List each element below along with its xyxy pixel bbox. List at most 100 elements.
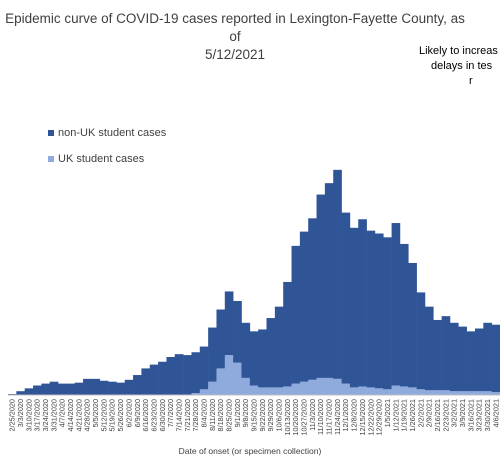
x-tick-labels: 2/25/2020 3/3/2020 3/10/2020 3/17/2020 3/24/…: [8, 399, 500, 436]
x-tick-label: 2/16/2021: [433, 399, 442, 431]
x-tick-label: 9/22/2020: [258, 399, 267, 431]
bar-non-uk: [133, 375, 142, 395]
x-tick-label: 1/12/2021: [391, 399, 400, 431]
bar-uk: [366, 387, 376, 395]
bar-uk: [491, 392, 500, 395]
x-tick-label: 12/15/2020: [358, 399, 367, 436]
bar-non-uk: [249, 331, 259, 386]
annotation-line-3: r: [469, 75, 473, 87]
x-tick-label: 9/8/2020: [241, 399, 250, 427]
annotation-line-2: delays in tes: [431, 60, 493, 72]
x-tick-label: 10/6/2020: [275, 399, 284, 431]
x-tick-label: 11/17/2020: [325, 399, 334, 435]
bar-uk: [408, 387, 417, 395]
bar-non-uk: [274, 306, 284, 388]
bar-non-uk: [158, 361, 167, 395]
x-tick-label: 2/2/2021: [416, 399, 425, 427]
x-tick-label: 1/26/2021: [408, 399, 417, 431]
bar-uk: [358, 386, 367, 395]
x-tick-label: 3/10/2020: [24, 399, 33, 431]
bar-uk: [266, 387, 276, 395]
bar-uk: [249, 385, 259, 395]
x-tick-label: 3/23/2021: [475, 399, 484, 431]
x-tick-label: 7/21/2020: [183, 399, 192, 431]
bar-non-uk: [324, 183, 334, 378]
bar-uk: [258, 387, 267, 395]
bar-non-uk: [258, 329, 267, 388]
chart-title-line-2: 5/12/2021: [204, 47, 266, 62]
x-tick-label: 10/13/2020: [283, 399, 292, 436]
bar-uk: [191, 393, 201, 395]
x-tick-label: 9/15/2020: [250, 399, 259, 431]
bar-non-uk: [441, 316, 451, 391]
x-tick-label: 6/16/2020: [141, 399, 150, 431]
legend-label-non-uk: non-UK student cases: [58, 127, 167, 139]
bar-non-uk: [483, 322, 492, 392]
bar-non-uk: [99, 380, 109, 395]
bar-non-uk: [374, 233, 384, 389]
bar-non-uk: [149, 364, 159, 395]
bar-non-uk: [316, 194, 326, 378]
x-tick-label: 3/31/2020: [49, 399, 58, 431]
bar-non-uk: [74, 382, 84, 395]
bar-uk: [308, 379, 317, 395]
annotation-note: Likely to increas delays in tes r: [419, 44, 500, 89]
x-tick-label: 8/4/2020: [199, 399, 208, 427]
bar-non-uk: [58, 383, 67, 395]
bar-non-uk: [358, 219, 367, 387]
bar-uk: [208, 381, 217, 395]
x-tick-label: 2/25/2020: [8, 399, 17, 431]
bar-non-uk: [116, 382, 126, 395]
x-tick-label: 5/26/2020: [116, 399, 125, 431]
x-tick-label: 11/24/2020: [333, 399, 342, 435]
x-tick-label: 1/5/2021: [383, 399, 392, 427]
x-tick-label: 6/30/2020: [158, 399, 167, 431]
x-tick-label: 4/14/2020: [66, 399, 75, 431]
x-tick-label: 5/5/2020: [91, 399, 100, 427]
legend-item-uk: UK student cases: [48, 152, 166, 166]
x-tick-label: 8/11/2020: [208, 399, 217, 431]
bar-uk: [391, 385, 401, 395]
x-tick-label: 4/21/2020: [74, 399, 83, 431]
bar-non-uk: [466, 331, 476, 392]
bar-uk: [324, 377, 334, 395]
bar-uk: [274, 387, 284, 395]
bar-non-uk: [308, 218, 317, 380]
x-tick-label: 11/10/2020: [316, 399, 325, 435]
x-tick-label: 3/24/2020: [41, 399, 50, 431]
bar-uk: [441, 390, 451, 395]
bar-uk: [316, 377, 326, 395]
bar-non-uk: [191, 352, 201, 394]
bar-uk: [233, 362, 242, 395]
x-tick-label: 12/22/2020: [366, 399, 375, 436]
x-tick-label: 3/3/2020: [16, 399, 25, 427]
x-tick-label: 7/7/2020: [166, 399, 175, 427]
bar-non-uk: [83, 378, 92, 395]
x-tick-label: 3/16/2021: [466, 399, 475, 431]
x-axis-title: Date of onset (or specimen collection): [178, 446, 322, 456]
bar-uk: [216, 368, 226, 395]
bar-uk: [341, 383, 351, 395]
bar-non-uk: [166, 357, 176, 395]
bar-non-uk: [208, 327, 217, 382]
x-tick-label: 3/30/2021: [483, 399, 492, 431]
bar-non-uk: [199, 346, 209, 390]
x-tick-label: 11/3/2020: [308, 399, 317, 431]
legend-item-non-uk: non-UK student cases: [48, 126, 166, 140]
bar-non-uk: [491, 324, 500, 393]
bar-uk: [483, 391, 492, 395]
x-tick-label: 1/19/2021: [400, 399, 409, 431]
bar-uk: [449, 391, 459, 395]
bar-non-uk: [224, 291, 234, 356]
bar-uk: [466, 391, 476, 395]
x-tick-label: 12/1/2020: [341, 399, 350, 431]
x-tick-label: 6/2/2020: [124, 399, 133, 427]
bar-uk: [433, 390, 442, 395]
chart-title: Epidemic curve of COVID-19 cases reporte…: [0, 10, 470, 64]
bar-non-uk: [291, 245, 301, 384]
bar-uk: [283, 386, 292, 395]
bar-non-uk: [283, 281, 292, 387]
bar-non-uk: [349, 227, 359, 388]
x-tick-label: 3/17/2020: [33, 399, 42, 431]
bar-uk: [474, 391, 484, 395]
